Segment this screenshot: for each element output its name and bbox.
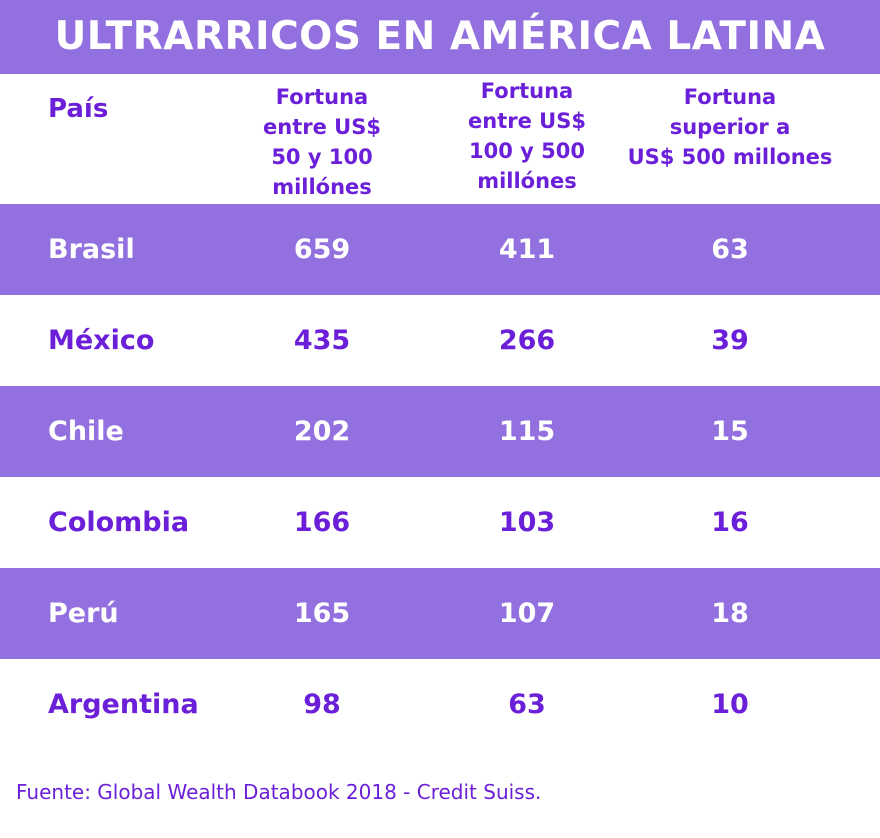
header-line: millónes — [272, 175, 372, 199]
table-row-chile: Chile 202 115 15 — [0, 386, 880, 477]
value-cell-fortuna-100-500: 266 — [498, 325, 556, 356]
country-cell: Brasil — [48, 234, 135, 265]
column-header-fortuna-100-500: Fortuna entre US$ 100 y 500 millónes — [437, 76, 617, 196]
country-cell: Perú — [48, 598, 119, 629]
column-header-fortuna-50-100: Fortuna entre US$ 50 y 100 millónes — [232, 82, 412, 202]
table-row-argentina: Argentina 98 63 10 — [0, 659, 880, 750]
country-cell: Chile — [48, 416, 124, 447]
table-row-peru: Perú 165 107 18 — [0, 568, 880, 659]
value-cell-fortuna-500-plus: 15 — [711, 416, 749, 447]
value-cell-fortuna-100-500: 411 — [498, 234, 556, 265]
value-cell-fortuna-100-500: 103 — [498, 507, 556, 538]
value-cell-fortuna-50-100: 165 — [293, 598, 351, 629]
value-cell-fortuna-50-100: 202 — [293, 416, 351, 447]
header-line: Fortuna — [683, 85, 777, 109]
table-body: Brasil 659 411 63 México 435 266 39 Chil… — [0, 204, 880, 750]
value-cell-fortuna-500-plus: 16 — [711, 507, 749, 538]
column-header-pais: País — [48, 94, 108, 124]
country-cell: Colombia — [48, 507, 190, 538]
value-cell-fortuna-100-500: 107 — [498, 598, 556, 629]
table-header: País Fortuna entre US$ 50 y 100 millónes… — [0, 74, 880, 204]
header-line: entre US$ — [263, 115, 381, 139]
value-cell-fortuna-100-500: 115 — [498, 416, 556, 447]
table-row-mexico: México 435 266 39 — [0, 295, 880, 386]
table-row-brasil: Brasil 659 411 63 — [0, 204, 880, 295]
value-cell-fortuna-50-100: 98 — [303, 689, 341, 720]
column-header-fortuna-500-plus: Fortuna superior a US$ 500 millones — [610, 82, 850, 172]
country-cell: México — [48, 325, 155, 356]
value-cell-fortuna-500-plus: 10 — [711, 689, 749, 720]
value-cell-fortuna-50-100: 166 — [293, 507, 351, 538]
value-cell-fortuna-500-plus: 63 — [711, 234, 749, 265]
table-row-colombia: Colombia 166 103 16 — [0, 477, 880, 568]
header-line: US$ 500 millones — [627, 145, 833, 169]
header-line: millónes — [477, 169, 577, 193]
value-cell-fortuna-100-500: 63 — [508, 689, 546, 720]
country-cell: Argentina — [48, 689, 199, 720]
value-cell-fortuna-50-100: 435 — [293, 325, 351, 356]
header-line: entre US$ — [468, 109, 586, 133]
header-line: Fortuna — [275, 85, 369, 109]
header-line: 100 y 500 — [469, 139, 585, 163]
table-title: ULTRARRICOS EN AMÉRICA LATINA — [0, 0, 880, 74]
header-line: País — [48, 94, 109, 124]
source-note: Fuente: Global Wealth Databook 2018 - Cr… — [16, 780, 542, 804]
value-cell-fortuna-500-plus: 18 — [711, 598, 749, 629]
header-line: Fortuna — [480, 79, 574, 103]
header-line: 50 y 100 — [271, 145, 373, 169]
value-cell-fortuna-50-100: 659 — [293, 234, 351, 265]
value-cell-fortuna-500-plus: 39 — [711, 325, 749, 356]
header-line: superior a — [669, 115, 791, 139]
